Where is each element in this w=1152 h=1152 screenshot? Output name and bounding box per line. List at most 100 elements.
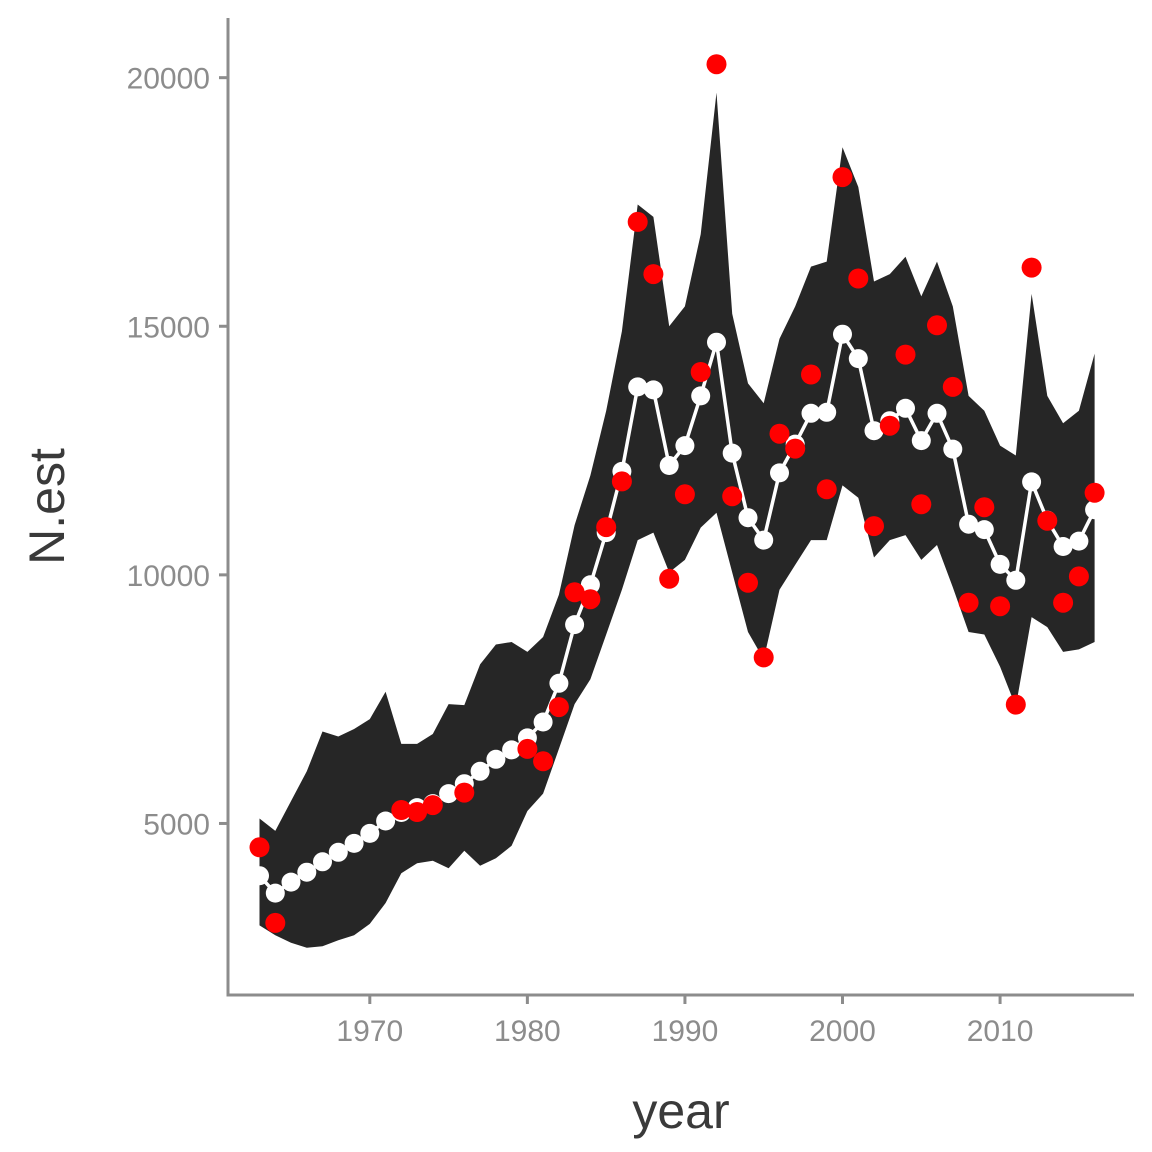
plot-area xyxy=(249,54,1105,948)
observed-point-1989 xyxy=(659,568,680,589)
axes: 1970 1980 1990 2000 2010 5000 10000 15000 20000 xyxy=(127,18,1134,1048)
estimate-point-2014 xyxy=(1053,537,1073,556)
estimate-point-2012 xyxy=(1022,472,1042,492)
estimate-point-1978 xyxy=(486,749,506,769)
observed-point-1998 xyxy=(801,364,821,385)
estimate-point-1970 xyxy=(360,823,380,843)
estimate-point-2015 xyxy=(1069,531,1089,551)
y-axis-ticks: 5000 10000 15000 20000 xyxy=(127,63,228,841)
estimate-point-2016 xyxy=(1085,500,1105,520)
observed-point-2008 xyxy=(958,592,979,613)
observed-point-1982 xyxy=(548,697,569,718)
y-tick-label-15000: 15000 xyxy=(127,311,210,344)
observed-point-1988 xyxy=(643,264,664,285)
observed-point-1963 xyxy=(249,837,270,858)
estimate-point-1975 xyxy=(439,784,459,804)
estimate-point-1987 xyxy=(628,377,648,397)
estimate-point-1964 xyxy=(265,883,285,903)
estimate-point-1979 xyxy=(502,740,522,760)
observed-point-1976 xyxy=(454,782,475,803)
estimate-point-1994 xyxy=(738,508,758,528)
x-tick-label-1990: 1990 xyxy=(652,1015,719,1048)
observed-point-1992 xyxy=(706,54,727,75)
estimate-point-1995 xyxy=(754,530,774,550)
estimate-point-2005 xyxy=(911,431,931,451)
x-tick-label-1970: 1970 xyxy=(336,1015,403,1048)
x-axis-title: year xyxy=(632,1083,729,1139)
observed-point-1964 xyxy=(265,912,286,933)
estimate-point-2000 xyxy=(833,324,852,344)
observed-point-1981 xyxy=(533,751,554,772)
observed-point-1983 xyxy=(564,582,585,603)
observed-point-2009 xyxy=(974,497,995,518)
observed-point-1999 xyxy=(816,479,837,500)
observed-point-2014 xyxy=(1053,592,1074,613)
observed-point-2011 xyxy=(1005,694,1026,715)
estimate-point-2009 xyxy=(974,520,994,540)
observed-points xyxy=(249,54,1105,933)
observed-point-1995 xyxy=(753,647,774,668)
observed-point-2004 xyxy=(895,344,916,365)
estimate-point-1996 xyxy=(770,463,789,483)
estimate-point-2008 xyxy=(959,514,979,534)
estimate-point-1984 xyxy=(580,575,600,595)
estimate-point-1977 xyxy=(470,761,490,781)
observed-point-1973 xyxy=(407,802,428,822)
observed-point-1991 xyxy=(690,362,711,382)
observed-point-2013 xyxy=(1037,510,1058,531)
confidence-band-area xyxy=(259,92,1095,948)
confidence-band xyxy=(259,92,1095,948)
estimate-point-1990 xyxy=(675,436,695,456)
estimate-point-1992 xyxy=(707,332,726,352)
y-axis-title: N.est xyxy=(19,448,75,565)
y-tick-label-10000: 10000 xyxy=(127,560,210,593)
estimate-point-1991 xyxy=(691,386,711,406)
observed-point-2006 xyxy=(927,315,947,336)
estimate-point-1981 xyxy=(533,712,553,732)
x-tick-label-1980: 1980 xyxy=(494,1015,561,1048)
observed-point-1980 xyxy=(517,738,538,759)
observed-point-2002 xyxy=(864,516,884,537)
estimate-point-2007 xyxy=(943,439,963,459)
estimate-point-1988 xyxy=(643,380,663,400)
observed-point-1984 xyxy=(580,589,601,610)
observed-point-2001 xyxy=(848,268,869,289)
estimate-point-1969 xyxy=(344,833,364,853)
estimate-point-1963 xyxy=(250,866,269,886)
estimate-point-1966 xyxy=(297,862,317,882)
observed-point-2005 xyxy=(911,494,932,515)
observed-point-1993 xyxy=(722,486,743,507)
y-tick-label-5000: 5000 xyxy=(143,808,210,841)
x-tick-label-2010: 2010 xyxy=(967,1015,1034,1048)
y-tick-label-20000: 20000 xyxy=(127,63,210,96)
observed-point-2003 xyxy=(879,415,900,436)
observed-point-1972 xyxy=(391,800,412,820)
observed-point-1997 xyxy=(785,438,806,459)
x-tick-label-2000: 2000 xyxy=(809,1015,876,1048)
estimate-point-1967 xyxy=(313,852,332,872)
estimate-point-1983 xyxy=(565,615,585,635)
estimate-point-1993 xyxy=(722,443,742,463)
estimate-point-1965 xyxy=(281,872,301,892)
estimate-point-2002 xyxy=(864,421,884,441)
estimate-point-1998 xyxy=(801,403,821,423)
x-axis-ticks: 1970 1980 1990 2000 2010 xyxy=(336,995,1033,1048)
observed-point-2012 xyxy=(1021,257,1042,278)
estimate-point-2006 xyxy=(927,403,947,423)
estimate-point-1971 xyxy=(376,811,396,831)
estimate-point-2001 xyxy=(848,349,868,369)
observed-point-1985 xyxy=(596,517,617,538)
observed-point-2010 xyxy=(990,596,1011,617)
estimate-point-1968 xyxy=(328,842,348,862)
observed-point-2000 xyxy=(832,167,853,188)
estimate-point-1989 xyxy=(659,456,679,475)
observed-point-2007 xyxy=(942,376,963,397)
observed-point-1994 xyxy=(738,572,758,593)
observed-point-2016 xyxy=(1084,482,1105,503)
estimate-point-1982 xyxy=(549,673,569,693)
estimate-point-2004 xyxy=(896,398,915,418)
estimate-point-2010 xyxy=(990,554,1010,574)
observed-point-2015 xyxy=(1068,566,1089,587)
estimate-point-1999 xyxy=(817,402,837,422)
